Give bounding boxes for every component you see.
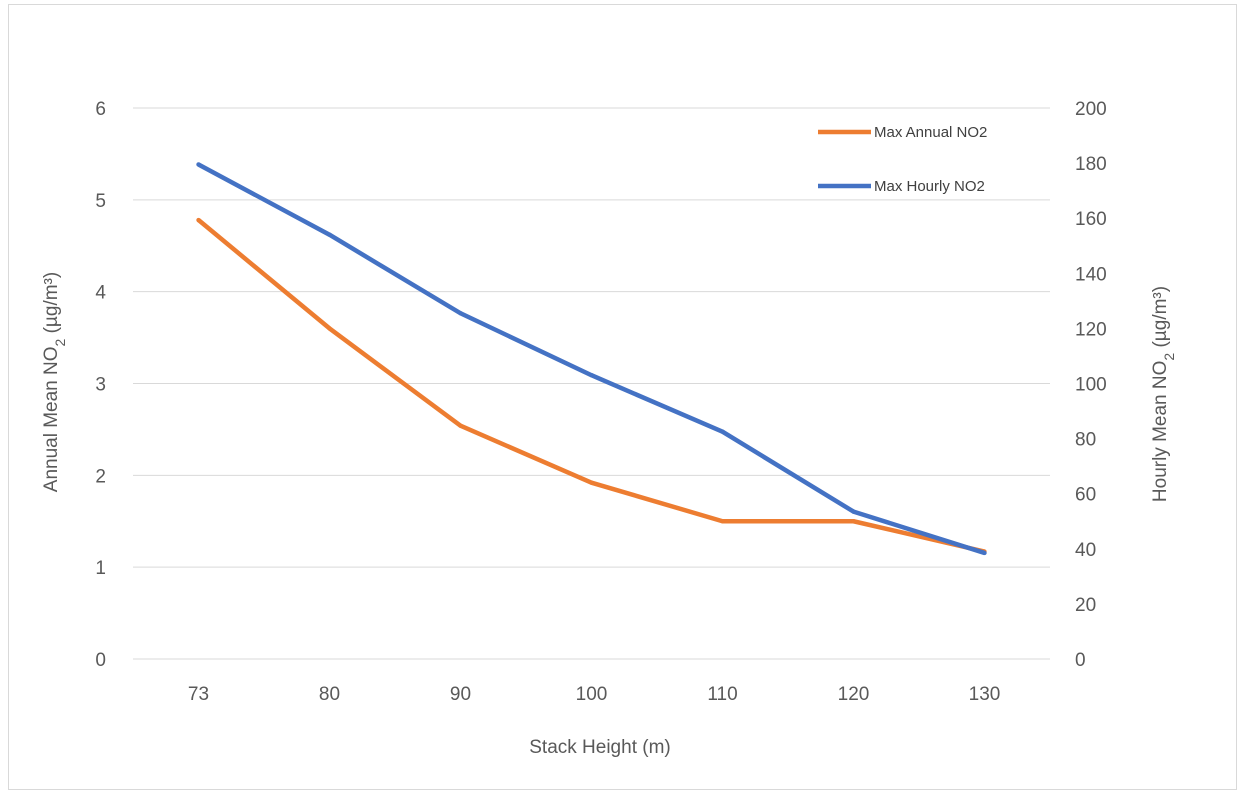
left-axis-title: Annual Mean NO2 (µg/m³) bbox=[41, 272, 68, 492]
series-lines bbox=[196, 162, 987, 556]
left-tick-label: 0 bbox=[95, 650, 106, 671]
legend-label: Max Hourly NO2 bbox=[874, 178, 985, 195]
x-tick-label: 110 bbox=[707, 684, 737, 705]
data-point-max-hourly-no2 bbox=[851, 509, 856, 514]
right-tick-label: 100 bbox=[1075, 375, 1107, 396]
data-point-max-annual-no2 bbox=[458, 423, 463, 428]
x-axis-ticks: 73 80 90 100 110 120 130 bbox=[188, 684, 1000, 705]
series-line-max-hourly-no2 bbox=[197, 162, 986, 556]
data-point-max-annual-no2 bbox=[327, 326, 332, 331]
right-tick-label: 200 bbox=[1075, 99, 1107, 120]
left-tick-label: 1 bbox=[95, 558, 106, 579]
right-axis-title: Hourly Mean NO2 (µg/m³) bbox=[1150, 286, 1177, 502]
data-point-max-annual-no2 bbox=[589, 480, 594, 485]
right-tick-label: 80 bbox=[1075, 430, 1096, 451]
data-point-max-hourly-no2 bbox=[589, 373, 594, 378]
right-tick-label: 140 bbox=[1075, 264, 1107, 285]
left-tick-label: 2 bbox=[95, 466, 106, 487]
x-tick-label: 120 bbox=[838, 684, 870, 705]
x-axis-title: Stack Height (m) bbox=[529, 737, 670, 758]
data-point-max-annual-no2 bbox=[851, 519, 856, 524]
right-tick-label: 60 bbox=[1075, 485, 1096, 506]
right-tick-label: 20 bbox=[1075, 595, 1096, 616]
x-tick-label: 100 bbox=[576, 684, 608, 705]
legend-label: Max Annual NO2 bbox=[874, 124, 987, 141]
data-point-max-annual-no2 bbox=[720, 519, 725, 524]
left-axis-ticks: 0 1 2 3 4 5 6 bbox=[95, 99, 106, 671]
data-point-max-hourly-no2 bbox=[720, 429, 725, 434]
data-point-max-hourly-no2 bbox=[327, 232, 332, 237]
right-tick-label: 0 bbox=[1075, 650, 1086, 671]
right-tick-label: 180 bbox=[1075, 154, 1107, 175]
data-point-max-annual-no2 bbox=[196, 217, 201, 223]
legend: Max Annual NO2 Max Hourly NO2 bbox=[818, 124, 987, 195]
x-tick-label: 73 bbox=[188, 684, 209, 705]
x-tick-label: 130 bbox=[969, 684, 1001, 705]
series-line-max-annual-no2 bbox=[197, 218, 986, 554]
left-tick-label: 4 bbox=[95, 283, 106, 304]
x-tick-label: 80 bbox=[319, 684, 340, 705]
right-axis-ticks: 0 20 40 60 80 100 120 140 160 180 200 bbox=[1075, 99, 1107, 671]
data-point-max-hourly-no2 bbox=[982, 550, 987, 556]
data-point-max-hourly-no2 bbox=[196, 162, 201, 167]
right-tick-label: 40 bbox=[1075, 540, 1096, 561]
data-point-max-hourly-no2 bbox=[458, 311, 463, 316]
right-tick-label: 120 bbox=[1075, 319, 1107, 340]
left-tick-label: 3 bbox=[95, 375, 106, 396]
right-tick-label: 160 bbox=[1075, 209, 1107, 230]
x-tick-label: 90 bbox=[450, 684, 471, 705]
left-tick-label: 5 bbox=[95, 191, 106, 212]
left-tick-label: 6 bbox=[95, 99, 106, 120]
